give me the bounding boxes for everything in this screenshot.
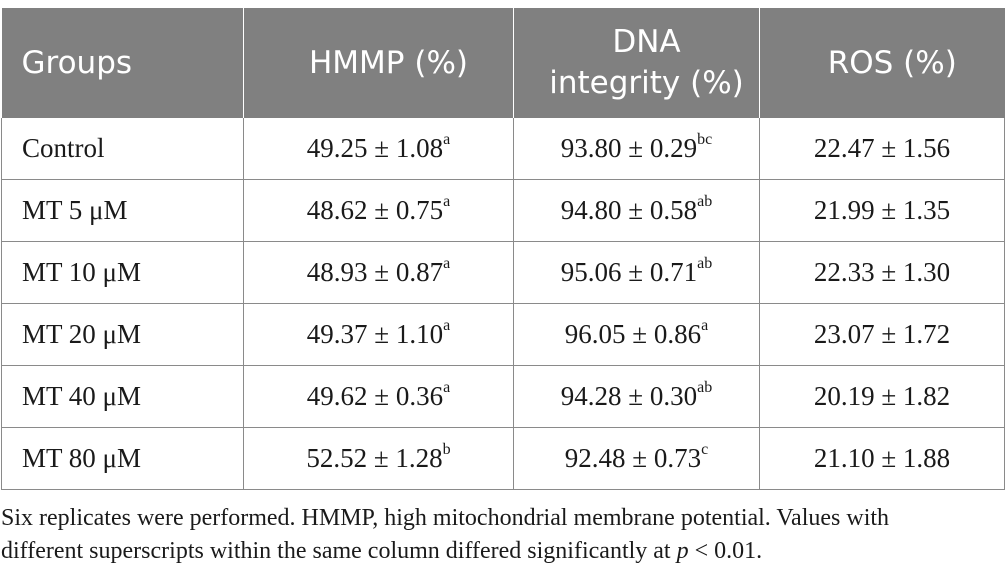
cell-dna-superscript: c: [701, 441, 709, 458]
cell-hmmp-value: 49.62 ± 0.36: [306, 381, 444, 411]
table-footnote: Six replicates were performed. HMMP, hig…: [1, 502, 1004, 568]
table-row: MT 80 μM 52.52 ± 1.28b 92.48 ± 0.73c 21.10 …: [1, 427, 1005, 490]
cell-dna-value: 92.48 ± 0.73: [564, 443, 702, 473]
cell-group: Control: [1, 118, 244, 180]
cell-dna-superscript: bc: [697, 131, 713, 148]
header-ros: ROS (%): [759, 8, 1005, 118]
table-row: MT 10 μM 48.93 ± 0.87a 95.06 ± 0.71ab 22.33…: [1, 241, 1005, 304]
header-dna-line2: integrity (%): [549, 65, 744, 101]
results-table: Groups HMMP (%) DNA integrity (%) ROS (%)…: [1, 8, 1005, 490]
table-body: Control 49.25 ± 1.08a 93.80 ± 0.29bc 22.47 …: [1, 118, 1005, 490]
cell-group: MT 20 μM: [1, 303, 244, 366]
cell-ros: 22.47 ± 1.56: [759, 118, 1005, 180]
cell-hmmp-superscript: a: [443, 379, 451, 396]
cell-dna-superscript: ab: [697, 193, 713, 210]
header-dna-integrity: DNA integrity (%): [513, 8, 760, 118]
cell-dna-superscript: ab: [697, 255, 713, 272]
footnote-line2-prefix: different superscripts within the same c…: [1, 538, 677, 564]
cell-ros: 21.99 ± 1.35: [759, 179, 1005, 242]
cell-dna-integrity: 92.48 ± 0.73c: [513, 427, 760, 490]
footnote-p-variable: p: [676, 538, 689, 564]
cell-dna-value: 94.28 ± 0.30: [560, 381, 698, 411]
footnote-line1: Six replicates were performed. HMMP, hig…: [1, 505, 890, 531]
cell-hmmp-value: 48.62 ± 0.75: [306, 195, 444, 225]
cell-hmmp-superscript: a: [443, 255, 451, 272]
cell-hmmp-value: 52.52 ± 1.28: [306, 443, 443, 473]
cell-dna-value: 95.06 ± 0.71: [560, 257, 698, 287]
cell-dna-integrity: 94.28 ± 0.30ab: [513, 365, 760, 428]
cell-hmmp: 49.62 ± 0.36a: [243, 365, 514, 428]
cell-dna-integrity: 96.05 ± 0.86a: [513, 303, 760, 366]
cell-hmmp-value: 49.25 ± 1.08: [306, 133, 444, 163]
footnote-line2-suffix: < 0.01.: [688, 538, 763, 564]
cell-hmmp: 52.52 ± 1.28b: [243, 427, 514, 490]
cell-group: MT 10 μM: [1, 241, 244, 304]
cell-dna-integrity: 95.06 ± 0.71ab: [513, 241, 760, 304]
cell-dna-value: 94.80 ± 0.58: [560, 195, 698, 225]
cell-dna-integrity: 94.80 ± 0.58ab: [513, 179, 760, 242]
cell-ros: 22.33 ± 1.30: [759, 241, 1005, 304]
cell-hmmp-value: 48.93 ± 0.87: [306, 257, 444, 287]
cell-dna-value: 96.05 ± 0.86: [564, 319, 702, 349]
table-row: MT 5 μM 48.62 ± 0.75a 94.80 ± 0.58ab 21.99 …: [1, 179, 1005, 242]
cell-group: MT 40 μM: [1, 365, 244, 428]
cell-hmmp-superscript: a: [443, 317, 451, 334]
cell-hmmp-superscript: a: [443, 193, 451, 210]
cell-dna-superscript: ab: [697, 379, 713, 396]
cell-dna-integrity: 93.80 ± 0.29bc: [513, 118, 760, 180]
cell-dna-superscript: a: [701, 317, 709, 334]
cell-hmmp: 49.25 ± 1.08a: [243, 118, 514, 180]
cell-hmmp-superscript: a: [443, 131, 451, 148]
cell-ros: 20.19 ± 1.82: [759, 365, 1005, 428]
cell-hmmp-value: 49.37 ± 1.10: [306, 319, 444, 349]
cell-hmmp: 48.62 ± 0.75a: [243, 179, 514, 242]
header-groups: Groups: [1, 8, 244, 118]
header-dna-line1: DNA: [612, 24, 681, 60]
cell-group: MT 80 μM: [1, 427, 244, 490]
data-table-container: Groups HMMP (%) DNA integrity (%) ROS (%)…: [1, 8, 1005, 490]
cell-ros: 23.07 ± 1.72: [759, 303, 1005, 366]
table-row: MT 20 μM 49.37 ± 1.10a 96.05 ± 0.86a 23.07 …: [1, 303, 1005, 366]
table-row: Control 49.25 ± 1.08a 93.80 ± 0.29bc 22.47 …: [1, 118, 1005, 180]
cell-hmmp-superscript: b: [442, 441, 451, 458]
header-row: Groups HMMP (%) DNA integrity (%) ROS (%): [1, 8, 1005, 118]
cell-hmmp: 48.93 ± 0.87a: [243, 241, 514, 304]
cell-dna-value: 93.80 ± 0.29: [560, 133, 698, 163]
cell-ros: 21.10 ± 1.88: [759, 427, 1005, 490]
header-hmmp: HMMP (%): [243, 8, 514, 118]
table-row: MT 40 μM 49.62 ± 0.36a 94.28 ± 0.30ab 20.19…: [1, 365, 1005, 428]
cell-group: MT 5 μM: [1, 179, 244, 242]
cell-hmmp: 49.37 ± 1.10a: [243, 303, 514, 366]
